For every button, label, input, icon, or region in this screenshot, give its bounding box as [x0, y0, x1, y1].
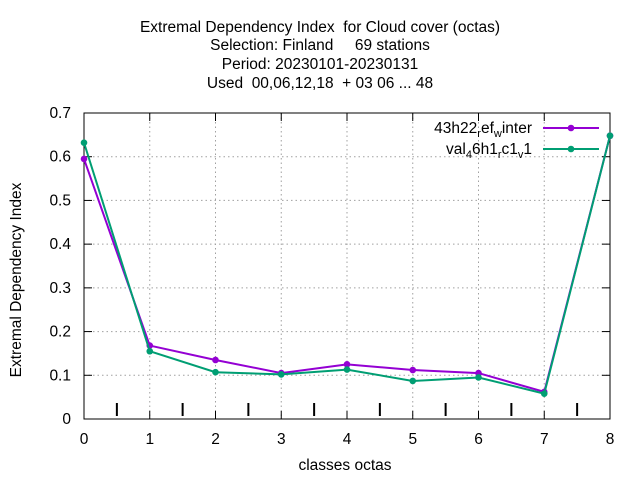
- x-tick-label: 0: [80, 431, 89, 448]
- legend-swatch-point-1: [567, 124, 575, 132]
- plot-frame: [83, 112, 611, 420]
- legend-text-part: 6h1: [472, 141, 498, 158]
- legend-text-part: val: [446, 141, 466, 158]
- y-tick-label: 0.6: [49, 149, 71, 166]
- legend-subscript: r: [477, 128, 481, 140]
- series-2-point: [212, 368, 219, 376]
- chart-title-line-4: Used 00,06,12,18 + 03 06 ... 48: [206, 75, 434, 92]
- y-tick-label: 0.2: [49, 324, 71, 341]
- series-1-point: [343, 361, 351, 368]
- series-2-point: [80, 139, 88, 147]
- legend-label-2: val46h1rc1v1: [446, 141, 532, 161]
- x-tick-label: 4: [343, 431, 352, 448]
- legend-label-1: 43h22refwinter: [434, 120, 532, 140]
- y-tick-label: 0.5: [49, 192, 71, 209]
- series-2-point: [606, 132, 614, 140]
- chart-title-line-2: Selection: Finland 69 stations: [210, 37, 430, 54]
- legend-subscript: 4: [466, 149, 472, 161]
- series-line-1: [83, 135, 611, 394]
- y-tick-label: 0.3: [49, 280, 71, 297]
- x-tick-label: 1: [145, 431, 154, 448]
- y-tick-label: 0.1: [49, 367, 71, 384]
- series-lines: [80, 132, 614, 397]
- x-tick-label: 5: [408, 431, 417, 448]
- legend-subscript: w: [493, 128, 502, 140]
- x-axis-label: classes octas: [298, 457, 392, 474]
- series-2-point: [277, 371, 285, 378]
- grid-lines: [84, 113, 610, 419]
- series-1-point: [409, 366, 417, 374]
- class-separator-ticks: [115, 403, 579, 416]
- y-tick-label: 0.7: [49, 105, 71, 122]
- legend-text-part: ef: [481, 120, 495, 137]
- series-line-2: [83, 135, 611, 395]
- chart-title-line-1: Extremal Dependency Index for Cloud cove…: [139, 19, 501, 36]
- legend-text-part: inter: [502, 120, 532, 137]
- x-tick-label: 2: [211, 431, 220, 448]
- x-tick-label: 3: [277, 431, 286, 448]
- series-2-point: [540, 390, 548, 397]
- series-2-point: [146, 347, 154, 355]
- legend-text-part: c1: [502, 141, 518, 158]
- legend-subscript: v: [518, 149, 524, 161]
- chart-title-line-3: Period: 20230101-20230131: [221, 56, 419, 73]
- series-1-point: [80, 155, 88, 163]
- series-2-point: [475, 374, 482, 381]
- series-1-point: [212, 356, 219, 364]
- y-tick-label: 0: [62, 411, 71, 428]
- legend-swatch-point-2: [567, 145, 575, 153]
- x-tick-label: 8: [606, 431, 615, 448]
- x-tick-label: 7: [540, 431, 549, 448]
- legend-text-part: 43h22: [434, 120, 477, 137]
- legend-subscript: r: [498, 149, 502, 161]
- y-tick-label: 0.4: [49, 236, 71, 253]
- x-tick-label: 6: [474, 431, 483, 448]
- series-2-point: [409, 377, 417, 385]
- series-2-point: [343, 366, 351, 373]
- legend-text-part: 1: [523, 141, 532, 158]
